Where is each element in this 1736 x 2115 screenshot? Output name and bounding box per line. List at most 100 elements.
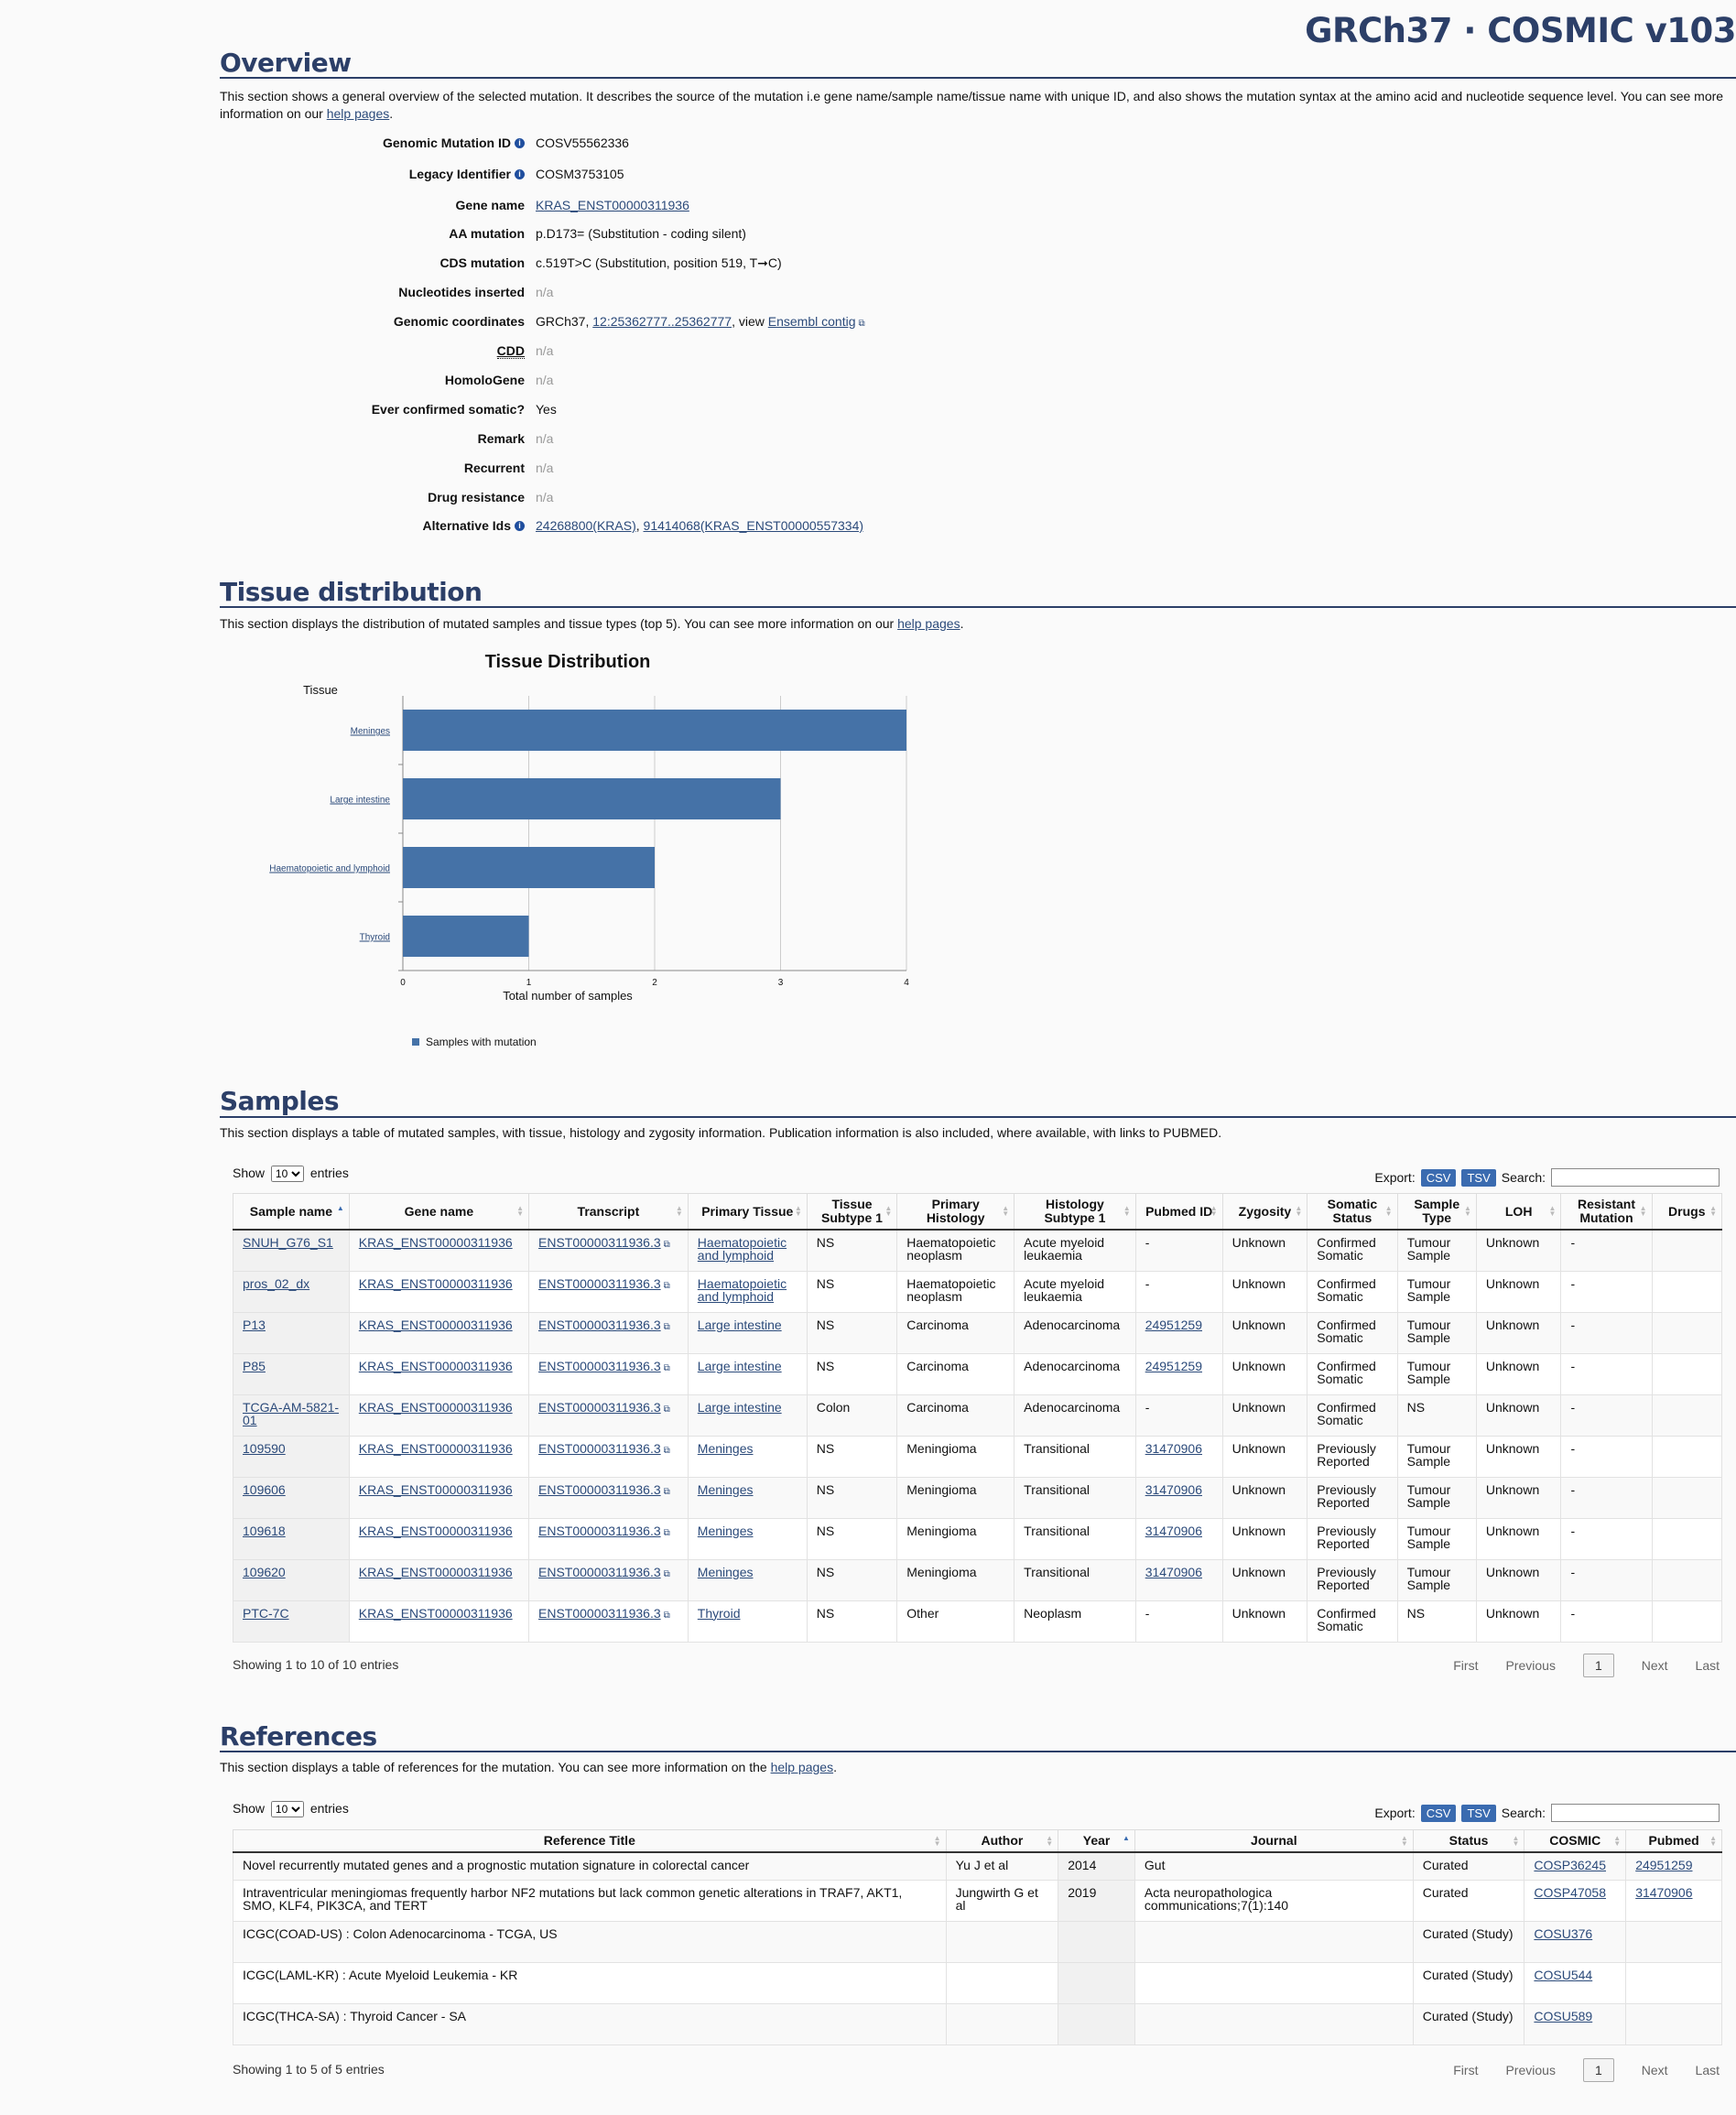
samples-cell-link[interactable]: ENST00000311936.3 [538, 1358, 661, 1373]
references-next-button[interactable]: Next [1641, 2063, 1668, 2077]
chart-category-label[interactable]: Meninges [351, 727, 390, 737]
references-column-header[interactable]: Status ▲ ▼ [1412, 1829, 1525, 1853]
samples-cell-link[interactable]: Meninges [697, 1523, 754, 1538]
alternative-id-link-1[interactable]: 24268800(KRAS) [536, 518, 636, 533]
samples-cell-link[interactable]: ENST00000311936.3 [538, 1317, 661, 1332]
samples-csv-button[interactable]: CSV [1420, 1168, 1457, 1187]
samples-column-header[interactable]: Zygosity ▲ ▼ [1221, 1193, 1308, 1231]
samples-column-header[interactable]: Somatic Status ▲ ▼ [1307, 1193, 1398, 1231]
samples-cell-link[interactable]: Large intestine [697, 1317, 782, 1332]
samples-cell-link[interactable]: KRAS_ENST00000311936 [358, 1440, 513, 1456]
samples-cell-link[interactable]: 24951259 [1145, 1317, 1202, 1332]
samples-tsv-button[interactable]: TSV [1461, 1168, 1496, 1187]
samples-last-button[interactable]: Last [1695, 1658, 1720, 1673]
samples-cell-link[interactable]: TCGA-AM-5821-01 [243, 1399, 340, 1427]
references-column-header[interactable]: Pubmed ▲ ▼ [1625, 1829, 1722, 1853]
references-help-link[interactable]: help pages [770, 1760, 834, 1774]
references-cell-link[interactable]: COSP36245 [1534, 1858, 1606, 1872]
samples-cell-link[interactable]: Large intestine [697, 1399, 782, 1415]
samples-cell-link[interactable]: KRAS_ENST00000311936 [358, 1317, 513, 1332]
samples-column-header[interactable]: Transcript ▲ ▼ [528, 1193, 689, 1231]
cdd-abbr[interactable]: CDD [496, 343, 525, 359]
references-cell-link[interactable]: COSU376 [1534, 1925, 1593, 1941]
samples-cell-link[interactable]: 109618 [243, 1523, 286, 1538]
samples-cell-link[interactable]: 109590 [243, 1440, 286, 1456]
samples-cell-link[interactable]: ENST00000311936.3 [538, 1275, 661, 1291]
samples-cell-link[interactable]: 109606 [243, 1481, 286, 1497]
samples-cell-link[interactable]: KRAS_ENST00000311936 [358, 1605, 513, 1621]
samples-cell-link[interactable]: ENST00000311936.3 [538, 1523, 661, 1538]
samples-column-header[interactable]: Primary Histology ▲ ▼ [896, 1193, 1015, 1231]
chart-category-label[interactable]: Large intestine [330, 796, 390, 806]
samples-cell-link[interactable]: Meninges [697, 1440, 754, 1456]
references-cell-link[interactable]: COSU544 [1534, 1967, 1593, 1982]
info-icon[interactable]: i [515, 521, 525, 531]
references-column-header[interactable]: Reference Title ▲ ▼ [233, 1829, 947, 1853]
samples-cell-link[interactable]: 31470906 [1145, 1440, 1202, 1456]
references-csv-button[interactable]: CSV [1420, 1804, 1457, 1822]
alternative-id-link-2[interactable]: 91414068(KRAS_ENST00000557334) [643, 518, 864, 533]
references-page-1-button[interactable]: 1 [1582, 2058, 1614, 2082]
samples-cell-link[interactable]: P85 [243, 1358, 266, 1373]
samples-column-header[interactable]: Drugs ▲ ▼ [1651, 1193, 1723, 1231]
samples-cell-link[interactable]: 109620 [243, 1564, 286, 1579]
samples-cell-link[interactable]: KRAS_ENST00000311936 [358, 1564, 513, 1579]
samples-previous-button[interactable]: Previous [1505, 1658, 1556, 1673]
samples-cell-link[interactable]: KRAS_ENST00000311936 [358, 1235, 513, 1250]
samples-page-1-button[interactable]: 1 [1582, 1654, 1614, 1677]
samples-column-header[interactable]: Pubmed ID ▲ ▼ [1134, 1193, 1223, 1231]
references-first-button[interactable]: First [1453, 2063, 1479, 2077]
references-column-header[interactable]: COSMIC ▲ ▼ [1524, 1829, 1627, 1853]
references-cell-link[interactable]: 31470906 [1635, 1884, 1693, 1900]
references-cell-link[interactable]: COSP47058 [1534, 1884, 1606, 1900]
samples-cell-link[interactable]: 31470906 [1145, 1481, 1202, 1497]
references-previous-button[interactable]: Previous [1505, 2063, 1556, 2077]
references-cell-link[interactable]: 24951259 [1635, 1858, 1693, 1872]
samples-cell-link[interactable]: 24951259 [1145, 1358, 1202, 1373]
samples-cell-link[interactable]: ENST00000311936.3 [538, 1564, 661, 1579]
samples-cell-link[interactable]: Thyroid [697, 1605, 741, 1621]
samples-column-header[interactable]: LOH ▲ ▼ [1475, 1193, 1562, 1231]
samples-search-input[interactable] [1551, 1168, 1720, 1187]
samples-cell-link[interactable]: ENST00000311936.3 [538, 1235, 661, 1250]
samples-cell-link[interactable]: KRAS_ENST00000311936 [358, 1275, 513, 1291]
samples-cell-link[interactable]: 31470906 [1145, 1564, 1202, 1579]
references-search-input[interactable] [1551, 1804, 1720, 1822]
samples-cell-link[interactable]: PTC-7C [243, 1605, 289, 1621]
genomic-coordinates-link[interactable]: 12:25362777..25362777 [592, 314, 732, 329]
chart-category-label[interactable]: Thyroid [360, 933, 390, 943]
samples-cell-link[interactable]: ENST00000311936.3 [538, 1481, 661, 1497]
samples-cell-link[interactable]: KRAS_ENST00000311936 [358, 1399, 513, 1415]
tissue-help-link[interactable]: help pages [897, 616, 960, 631]
samples-column-header[interactable]: Primary Tissue ▲ ▼ [687, 1193, 808, 1231]
samples-column-header[interactable]: Gene name ▲ ▼ [348, 1193, 530, 1231]
samples-page-size-select[interactable]: 10 [270, 1166, 304, 1182]
samples-cell-link[interactable]: P13 [243, 1317, 266, 1332]
samples-column-header[interactable]: Sample name ▲ [233, 1193, 350, 1231]
samples-first-button[interactable]: First [1453, 1658, 1479, 1673]
samples-column-header[interactable]: Resistant Mutation ▲ ▼ [1560, 1193, 1653, 1231]
references-column-header[interactable]: Journal ▲ ▼ [1134, 1829, 1414, 1853]
references-column-header[interactable]: Author ▲ ▼ [945, 1829, 1059, 1853]
references-tsv-button[interactable]: TSV [1461, 1804, 1496, 1822]
references-column-header[interactable]: Year ▲ [1058, 1829, 1135, 1853]
samples-cell-link[interactable]: Haematopoietic and lymphoid [697, 1275, 787, 1304]
samples-next-button[interactable]: Next [1641, 1658, 1668, 1673]
gene-name-link[interactable]: KRAS_ENST00000311936 [536, 198, 689, 212]
samples-cell-link[interactable]: Meninges [697, 1564, 754, 1579]
samples-cell-link[interactable]: Meninges [697, 1481, 754, 1497]
references-last-button[interactable]: Last [1695, 2063, 1720, 2077]
samples-cell-link[interactable]: KRAS_ENST00000311936 [358, 1481, 513, 1497]
samples-cell-link[interactable]: ENST00000311936.3 [538, 1399, 661, 1415]
samples-cell-link[interactable]: KRAS_ENST00000311936 [358, 1523, 513, 1538]
references-cell-link[interactable]: COSU589 [1534, 2008, 1593, 2023]
samples-cell-link[interactable]: 31470906 [1145, 1523, 1202, 1538]
references-page-size-select[interactable]: 10 [270, 1801, 304, 1817]
samples-column-header[interactable]: Sample Type ▲ ▼ [1396, 1193, 1477, 1231]
samples-cell-link[interactable]: ENST00000311936.3 [538, 1440, 661, 1456]
ensembl-contig-link[interactable]: Ensembl contig [767, 314, 856, 329]
samples-cell-link[interactable]: Large intestine [697, 1358, 782, 1373]
info-icon[interactable]: i [515, 169, 525, 179]
samples-cell-link[interactable]: Haematopoietic and lymphoid [697, 1235, 787, 1263]
samples-cell-link[interactable]: SNUH_G76_S1 [243, 1235, 333, 1250]
